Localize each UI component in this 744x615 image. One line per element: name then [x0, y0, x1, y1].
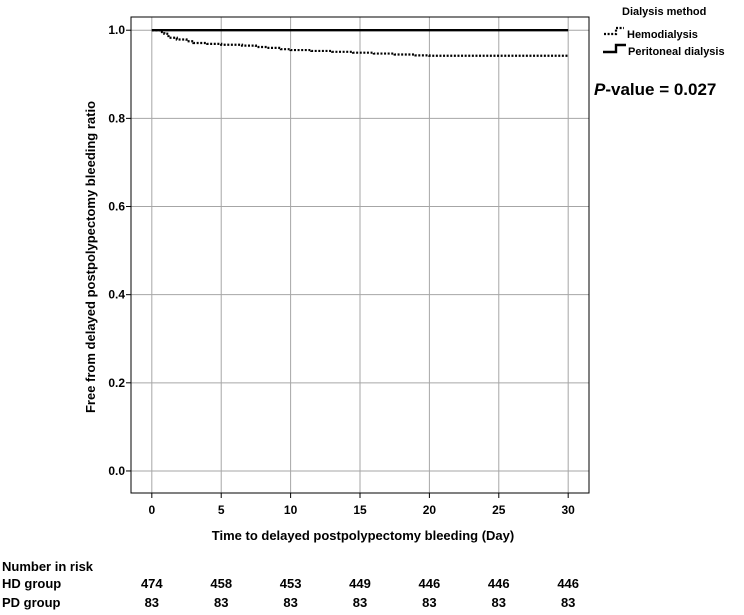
y-tick-label: 1.0 [108, 23, 125, 37]
risk-cell: 446 [488, 576, 510, 591]
risk-table-title: Number in risk [2, 559, 94, 574]
y-tick-label: 0.6 [108, 200, 125, 214]
x-tick-label: 0 [148, 503, 155, 517]
risk-cell: 83 [145, 595, 159, 610]
legend-title: Dialysis method [622, 6, 706, 18]
risk-cell: 83 [353, 595, 367, 610]
axis-ticks: 0 5 10 15 20 25 30 0.0 0.2 0.4 0.6 0.8 1.0 [108, 23, 575, 517]
risk-row-label: HD group [2, 576, 61, 591]
y-tick-label: 0.0 [108, 464, 125, 478]
p-value-text: -value = 0.027 [605, 80, 716, 99]
legend-peritoneal-swatch [603, 43, 626, 54]
risk-cell: 83 [283, 595, 297, 610]
risk-cell: 83 [492, 595, 506, 610]
p-value-italic-p: P [594, 80, 606, 99]
survival-curves [151, 29, 569, 57]
risk-cell: 83 [561, 595, 575, 610]
risk-row-label: PD group [2, 595, 61, 610]
y-tick-label: 0.2 [108, 376, 125, 390]
risk-cell: 449 [349, 576, 371, 591]
p-value-annotation: P-value = 0.027 [594, 80, 716, 99]
risk-cell: 458 [210, 576, 232, 591]
x-tick-label: 15 [353, 503, 367, 517]
risk-cell: 474 [141, 576, 163, 591]
legend-peritoneal-label: Peritoneal dialysis [628, 46, 725, 58]
x-tick-label: 5 [218, 503, 225, 517]
risk-cell: 83 [214, 595, 228, 610]
risk-table: Number in risk HD group 474 458 453 449 446 44… [2, 559, 579, 610]
x-tick-label: 25 [492, 503, 506, 517]
x-tick-label: 30 [562, 503, 576, 517]
legend: Dialysis method Hemodialysis Peritoneal … [603, 6, 725, 58]
x-axis-label: Time to delayed postpolypectomy bleeding… [212, 528, 514, 543]
risk-cell: 446 [419, 576, 441, 591]
x-tick-label: 10 [284, 503, 298, 517]
risk-cell: 83 [422, 595, 436, 610]
legend-hemodialysis-swatch [604, 26, 624, 36]
y-tick-label: 0.8 [108, 111, 125, 125]
grid-lines [131, 17, 589, 493]
legend-hemodialysis-label: Hemodialysis [627, 29, 698, 41]
y-tick-label: 0.4 [108, 288, 125, 302]
series-hemodialysis [151, 29, 569, 57]
risk-cell: 446 [557, 576, 579, 591]
risk-cell: 453 [280, 576, 302, 591]
x-tick-label: 20 [423, 503, 437, 517]
y-axis-label: Free from delayed postpolypectomy bleedi… [83, 101, 98, 413]
